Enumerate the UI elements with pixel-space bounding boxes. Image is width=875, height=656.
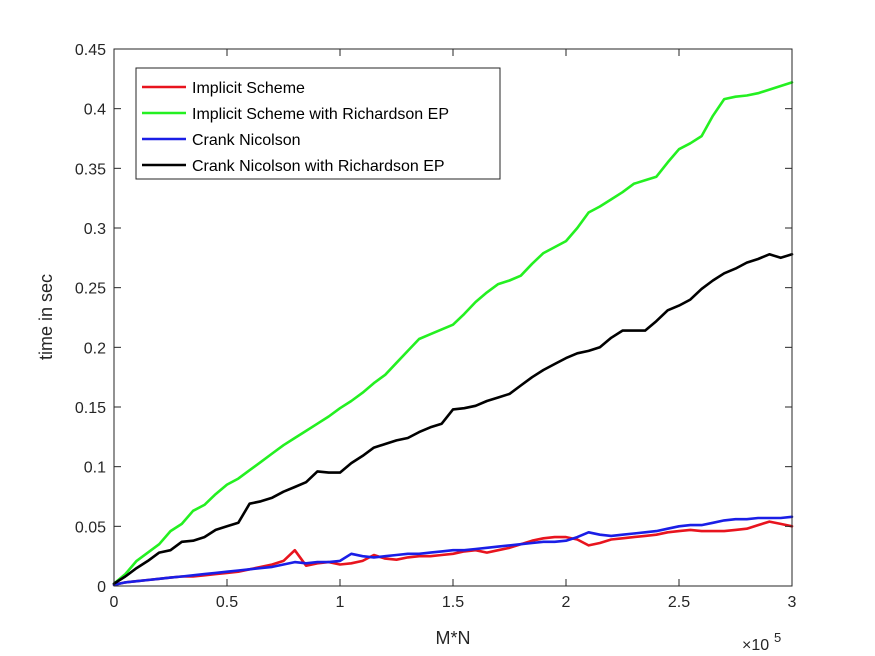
x-tick-label: 1.5: [442, 594, 464, 611]
legend-label-3: Crank Nicolson: [192, 132, 300, 149]
legend-box: [135, 67, 501, 180]
y-tick-label: 0.3: [84, 221, 106, 238]
series-layer: [112, 81, 794, 587]
x-exponent-base: ×10: [742, 637, 769, 654]
y-tick-label: 0.4: [84, 102, 106, 119]
y-tick-label: 0.45: [75, 42, 106, 59]
y-axis-ticks: 0 0.05 0.1 0.15 0.2 0.25 0.3 0.35 0.4 0.45: [75, 42, 792, 596]
series-line-4: [112, 253, 794, 585]
y-tick-label: 0.25: [75, 281, 106, 298]
x-tick-label: 2: [562, 594, 571, 611]
x-tick-label: 1: [336, 594, 345, 611]
y-tick-label: 0.35: [75, 161, 106, 178]
x-tick-label: 0.5: [216, 594, 238, 611]
x-axis-ticks: 0 0.5 1 1.5 2 2.5 3: [110, 49, 797, 611]
y-tick-label: 0.05: [75, 519, 106, 536]
legend-label-1: Implicit Scheme: [192, 80, 305, 97]
x-exponent-power: 5: [774, 630, 781, 645]
legend-label-4: Crank Nicolson with Richardson EP: [192, 158, 445, 175]
series-line-3: [112, 515, 794, 587]
legend-label-2: Implicit Scheme with Richardson EP: [192, 106, 449, 123]
x-axis-title: M*N: [436, 628, 471, 648]
y-tick-label: 0.15: [75, 400, 106, 417]
series-line-2: [112, 81, 794, 585]
y-tick-label: 0: [97, 579, 106, 596]
legend: Implicit Scheme Implicit Scheme with Rich…: [135, 67, 501, 180]
x-tick-label: 2.5: [668, 594, 690, 611]
y-tick-label: 0.2: [84, 340, 106, 357]
x-axis-exponent: ×10 5: [742, 630, 781, 654]
y-axis-title: time in sec: [36, 274, 56, 360]
y-tick-label: 0.1: [84, 460, 106, 477]
x-tick-label: 3: [788, 594, 797, 611]
x-tick-label: 0: [110, 594, 119, 611]
